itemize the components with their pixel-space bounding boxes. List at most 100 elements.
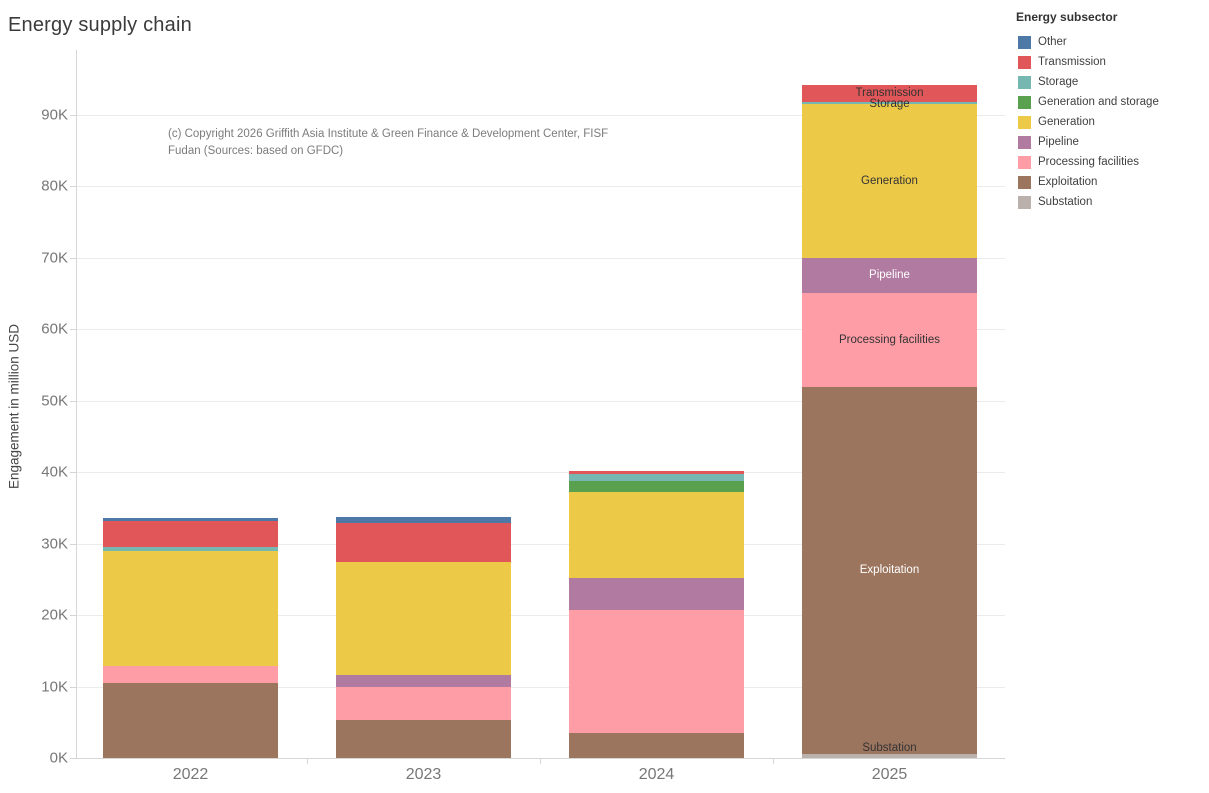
y-tick-label: 30K — [41, 535, 68, 552]
bar-segment-2022-generation[interactable] — [103, 550, 278, 666]
x-tick-label-2022: 2022 — [172, 766, 209, 783]
legend-item-processing-facilities[interactable]: Processing facilities — [1016, 152, 1206, 172]
bar-segment-2025-pipeline[interactable] — [802, 258, 977, 293]
legend-item-label: Generation and storage — [1038, 96, 1159, 108]
y-axis-tick — [70, 186, 76, 187]
y-axis-line — [76, 50, 77, 758]
x-tick-label-2025: 2025 — [871, 766, 908, 783]
gridline — [76, 114, 1005, 116]
bar-segment-2025-substation[interactable] — [802, 753, 977, 758]
bar-segment-2025-generation[interactable] — [802, 104, 977, 259]
bar-segment-2022-exploitation[interactable] — [103, 682, 278, 758]
bar-label-pipeline: Pipeline — [869, 269, 910, 282]
legend-swatch-substation — [1018, 195, 1031, 209]
y-tick-label: 70K — [41, 249, 68, 266]
bar-segment-2023-other[interactable] — [336, 517, 511, 523]
bar-segment-2023-transmission[interactable] — [336, 522, 511, 563]
y-tick-label: 80K — [41, 177, 68, 195]
legend-title: Energy subsector — [1016, 10, 1118, 24]
gridline — [76, 400, 1005, 402]
bar-segment-2025-storage[interactable] — [802, 101, 977, 105]
legend-swatch-transmission — [1018, 55, 1031, 69]
legend: Energy subsector Other Transmission Storag… — [1016, 10, 1206, 212]
bar-segment-2023-generation[interactable] — [336, 562, 511, 676]
legend-swatch-exploitation — [1018, 175, 1031, 189]
legend-swatch-processing-facilities — [1018, 155, 1031, 169]
x-tick-label-2024: 2024 — [638, 766, 675, 783]
x-axis-tick — [773, 758, 774, 764]
legend-item-storage[interactable]: Storage — [1016, 72, 1206, 92]
gridline — [76, 686, 1005, 688]
bar-label-substation: Substation — [862, 741, 917, 754]
y-axis-tick — [70, 114, 76, 116]
bar-label-exploitation: Exploitation — [859, 564, 920, 577]
bar-segment-2025-exploitation[interactable] — [802, 386, 977, 754]
y-tick-label: 40K — [41, 463, 68, 481]
bar-segment-2025-transmission[interactable] — [802, 85, 977, 102]
legend-item-other[interactable]: Other — [1016, 32, 1206, 52]
legend-swatch-storage — [1018, 75, 1031, 89]
bar-segment-2022-storage[interactable] — [103, 547, 278, 551]
bar-segment-2023-exploitation[interactable] — [336, 720, 511, 758]
y-axis-tick — [70, 472, 76, 473]
bar-label-storage: Storage — [869, 98, 910, 111]
bar-segment-2022-other[interactable] — [103, 518, 278, 522]
y-axis-tick — [70, 758, 76, 759]
x-axis-tick — [307, 758, 308, 764]
bar-segment-2024-transmission[interactable] — [569, 470, 744, 475]
bar-label-generation: Generation — [861, 175, 918, 188]
legend-item-generation[interactable]: Generation — [1016, 112, 1206, 132]
legend-item-transmission[interactable]: Transmission — [1016, 52, 1206, 72]
legend-item-label: Processing facilities — [1038, 156, 1139, 168]
bar-segment-2024-pipeline[interactable] — [569, 577, 744, 610]
bar-segment-2024-storage[interactable] — [569, 474, 744, 481]
gridline — [76, 329, 1005, 330]
gridline — [76, 615, 1005, 616]
y-tick-label: 60K — [41, 320, 68, 338]
legend-swatch-other — [1018, 35, 1031, 49]
legend-item-pipeline[interactable]: Pipeline — [1016, 132, 1206, 152]
gridline — [76, 543, 1005, 545]
bar-segment-2024-generation[interactable] — [569, 492, 744, 578]
bar-segment-2023-pipeline[interactable] — [336, 675, 511, 688]
legend-item-label: Other — [1038, 36, 1067, 48]
y-tick-label: 50K — [41, 392, 68, 409]
legend-item-generation-and-storage[interactable]: Generation and storage — [1016, 92, 1206, 112]
bar-segment-2024-exploitation[interactable] — [569, 732, 744, 758]
legend-item-label: Storage — [1038, 76, 1079, 88]
y-tick-label: 90K — [41, 106, 68, 123]
chart-title: Energy supply chain — [8, 14, 192, 36]
legend-item-label: Exploitation — [1038, 176, 1098, 188]
bar-segment-2023-processing-facilities[interactable] — [336, 687, 511, 721]
legend-item-label: Generation — [1038, 116, 1095, 128]
bar-label-transmission: Transmission — [855, 87, 924, 100]
bar-segment-2025-processing-facilities[interactable] — [802, 292, 977, 387]
x-axis-tick — [540, 758, 541, 764]
y-tick-label: 0K — [49, 749, 68, 767]
x-tick-label-2023: 2023 — [405, 766, 442, 783]
y-tick-label: 10K — [41, 678, 68, 695]
legend-item-substation[interactable]: Substation — [1016, 192, 1206, 212]
gridline — [76, 472, 1005, 473]
bar-segment-2022-processing-facilities[interactable] — [103, 665, 278, 683]
bar-segment-2024-generation-and-storage[interactable] — [569, 480, 744, 493]
legend-swatch-generation-and-storage — [1018, 95, 1031, 109]
legend-items: Other Transmission Storage Generation and s… — [1016, 32, 1206, 212]
y-axis-title: Engagement in million USD — [6, 323, 22, 490]
legend-swatch-pipeline — [1018, 135, 1031, 149]
y-axis-tick — [70, 686, 76, 688]
y-axis-tick — [70, 257, 76, 259]
legend-item-label: Transmission — [1038, 56, 1106, 68]
y-axis-tick — [70, 329, 76, 330]
y-axis-tick — [70, 400, 76, 402]
legend-item-label: Pipeline — [1038, 136, 1079, 148]
bar-segment-2024-processing-facilities[interactable] — [569, 609, 744, 733]
legend-item-label: Substation — [1038, 196, 1093, 208]
gridline — [76, 186, 1005, 187]
legend-swatch-generation — [1018, 115, 1031, 129]
bar-label-processing-facilities: Processing facilities — [839, 333, 940, 346]
bar-segment-2022-transmission[interactable] — [103, 521, 278, 548]
legend-item-exploitation[interactable]: Exploitation — [1016, 172, 1206, 192]
gridline — [76, 257, 1005, 259]
